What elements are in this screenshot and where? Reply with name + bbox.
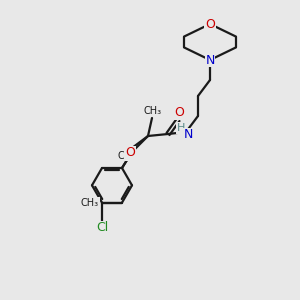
Text: O: O: [205, 17, 215, 31]
Text: H: H: [177, 123, 185, 133]
Text: CH₃: CH₃: [81, 198, 99, 208]
Text: Cl: Cl: [96, 221, 108, 234]
Text: CH₃: CH₃: [118, 151, 136, 161]
Text: N: N: [205, 53, 215, 67]
Text: CH₃: CH₃: [144, 106, 162, 116]
Text: O: O: [174, 106, 184, 119]
Text: N: N: [183, 128, 193, 142]
Text: O: O: [125, 146, 135, 160]
